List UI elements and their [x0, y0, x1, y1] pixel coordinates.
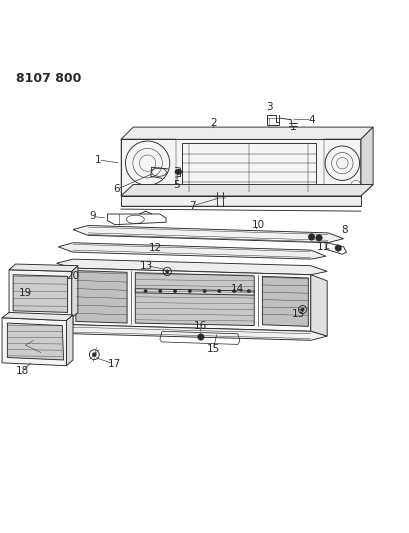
Polygon shape	[7, 323, 63, 360]
Text: 3: 3	[265, 102, 272, 112]
Circle shape	[173, 289, 176, 293]
Text: 13: 13	[140, 261, 153, 271]
Text: 14: 14	[230, 284, 243, 294]
Polygon shape	[72, 265, 78, 318]
Polygon shape	[66, 315, 73, 366]
Circle shape	[165, 270, 169, 273]
Text: 13: 13	[291, 309, 304, 319]
Text: 8: 8	[340, 224, 347, 235]
Polygon shape	[13, 274, 67, 312]
Text: 6: 6	[113, 184, 120, 195]
Polygon shape	[262, 276, 308, 326]
Polygon shape	[2, 318, 66, 366]
Polygon shape	[2, 312, 73, 321]
Polygon shape	[121, 140, 360, 196]
Polygon shape	[135, 273, 254, 326]
Polygon shape	[73, 225, 343, 243]
Circle shape	[188, 289, 191, 293]
Text: 19: 19	[19, 288, 32, 298]
Circle shape	[315, 235, 321, 241]
Text: 8107 800: 8107 800	[16, 72, 81, 85]
Polygon shape	[73, 268, 310, 332]
Circle shape	[158, 289, 162, 293]
Circle shape	[300, 308, 303, 311]
Text: 1: 1	[95, 155, 101, 165]
Text: 10: 10	[251, 220, 264, 230]
Text: 20: 20	[66, 271, 79, 280]
Text: 12: 12	[148, 243, 161, 253]
Polygon shape	[121, 184, 372, 196]
Text: 7: 7	[189, 201, 196, 211]
Ellipse shape	[175, 169, 181, 174]
Text: 15: 15	[206, 344, 219, 354]
Text: 16: 16	[193, 321, 206, 331]
Text: 11: 11	[317, 242, 330, 252]
Circle shape	[308, 233, 314, 240]
Polygon shape	[9, 264, 78, 271]
Circle shape	[217, 289, 220, 293]
Circle shape	[144, 289, 147, 293]
Polygon shape	[121, 127, 372, 140]
Text: 17: 17	[107, 359, 120, 369]
Polygon shape	[56, 325, 326, 340]
Text: 4: 4	[308, 115, 314, 125]
Circle shape	[202, 289, 206, 293]
Polygon shape	[121, 196, 360, 206]
Polygon shape	[135, 289, 254, 295]
Text: 18: 18	[16, 366, 29, 376]
Circle shape	[92, 353, 96, 357]
Text: 2: 2	[209, 118, 216, 128]
Polygon shape	[56, 259, 326, 274]
Polygon shape	[9, 270, 72, 318]
Polygon shape	[360, 127, 372, 196]
Text: 5: 5	[173, 180, 179, 190]
Polygon shape	[58, 243, 325, 259]
Polygon shape	[76, 271, 127, 323]
Circle shape	[232, 289, 235, 293]
Circle shape	[247, 289, 250, 293]
Circle shape	[334, 245, 341, 252]
Circle shape	[197, 334, 204, 340]
Text: 9: 9	[89, 212, 95, 222]
Polygon shape	[310, 274, 326, 336]
